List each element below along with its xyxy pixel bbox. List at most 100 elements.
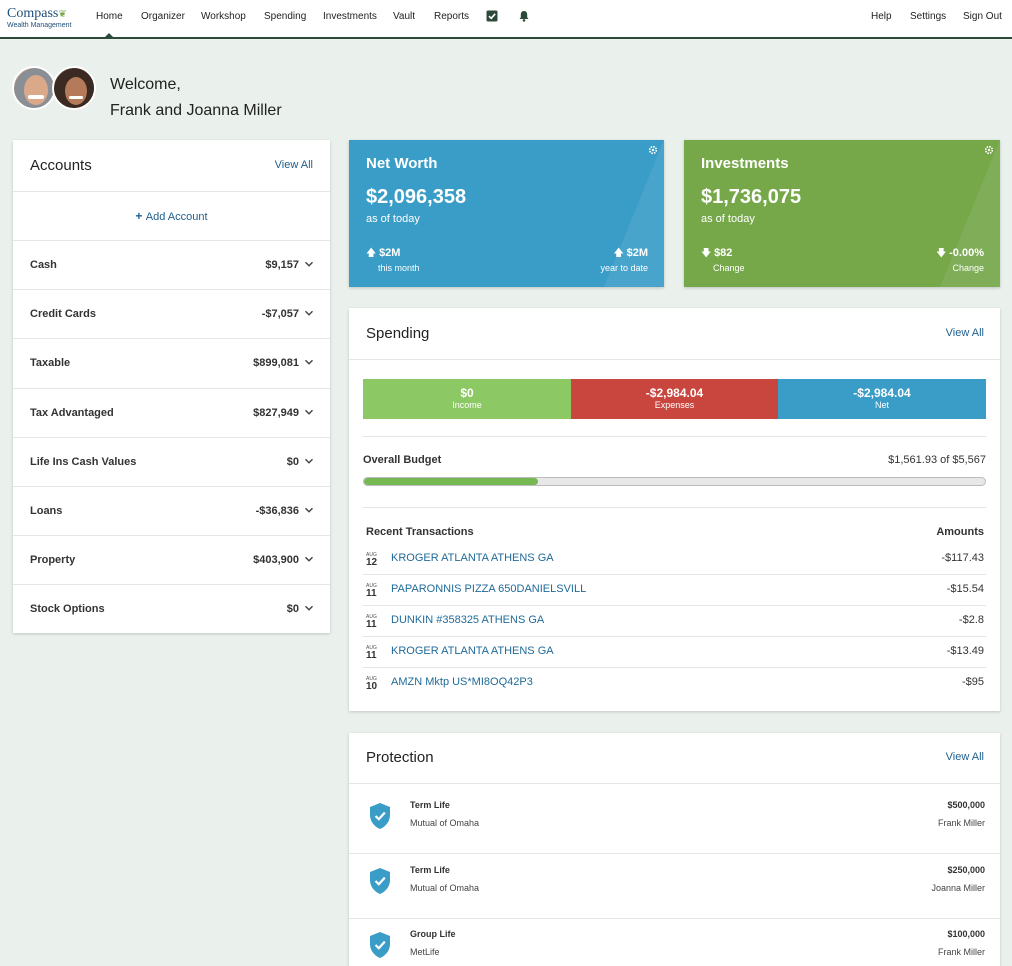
add-account-button[interactable]: + Add Account	[13, 191, 330, 240]
divider	[349, 783, 1000, 784]
chevron-down-icon[interactable]	[304, 308, 314, 318]
chevron-down-icon[interactable]	[304, 259, 314, 269]
account-label: Credit Cards	[30, 308, 97, 321]
amounts-header: Amounts	[936, 526, 984, 538]
account-value: -$7,057	[261, 308, 299, 321]
checkbox-icon[interactable]	[486, 10, 498, 22]
nav-spending[interactable]: Spending	[264, 11, 307, 22]
account-row[interactable]: Life Ins Cash Values $0	[13, 436, 330, 486]
account-row[interactable]: Cash $9,157	[13, 240, 330, 289]
nav-investments[interactable]: Investments	[323, 11, 377, 22]
policy-row[interactable]: Term Life Mutual of Omaha $500,000 Frank Mi…	[349, 790, 1000, 854]
brand-tagline: Wealth Management	[7, 22, 72, 29]
brand-name: Compass	[7, 6, 59, 21]
transaction-month: AUG	[366, 552, 377, 558]
policy-amount: $250,000	[947, 864, 985, 875]
nav-workshop[interactable]: Workshop	[201, 11, 246, 22]
chevron-down-icon[interactable]	[304, 456, 314, 466]
investments-pct-label: Change	[952, 263, 984, 273]
chevron-down-icon[interactable]	[304, 357, 314, 367]
account-row[interactable]: Tax Advantaged $827,949	[13, 387, 330, 437]
transaction-name-link[interactable]: DUNKIN #358325 ATHENS GA	[391, 614, 545, 626]
brand-logo[interactable]: Compass❦ Wealth Management	[7, 7, 79, 31]
account-value: $0	[286, 603, 299, 616]
account-label: Life Ins Cash Values	[30, 455, 137, 468]
account-row[interactable]: Taxable $899,081	[13, 338, 330, 387]
nav-help[interactable]: Help	[871, 11, 892, 22]
policy-owner: Joanna Miller	[931, 882, 985, 893]
investments-pct-stat: 🡇 -0.00% Change	[936, 246, 984, 273]
tile-shade	[940, 140, 1000, 287]
nav-vault[interactable]: Vault	[393, 11, 416, 22]
account-value: $899,081	[253, 357, 299, 370]
protection-view-all-link[interactable]: View All	[945, 751, 984, 763]
bell-icon[interactable]	[518, 10, 530, 22]
transaction-name-link[interactable]: AMZN Mktp US*MI8OQ42P3	[391, 676, 533, 688]
expenses-value: -$2,984.04	[645, 386, 704, 400]
gear-icon[interactable]	[984, 145, 994, 155]
account-row[interactable]: Loans -$36,836	[13, 486, 330, 535]
nav-sign-out[interactable]: Sign Out	[963, 11, 1002, 22]
net-value: -$2,984.04	[853, 386, 911, 400]
investments-change-value: $82	[714, 247, 733, 259]
nav-settings[interactable]: Settings	[910, 11, 947, 22]
account-row[interactable]: Stock Options $0	[13, 584, 330, 633]
policy-row[interactable]: Term Life Mutual of Omaha $250,000 Joanna M…	[349, 855, 1000, 919]
policy-carrier: MetLife	[410, 947, 440, 957]
transaction-row[interactable]: AUG 11 PAPARONNIS PIZZA 650DANIELSVILL -$15…	[363, 575, 986, 606]
shield-check-icon	[370, 803, 390, 829]
transaction-amount: -$2.8	[958, 614, 984, 626]
policy-row[interactable]: Group Life MetLife $100,000 Frank Miller	[349, 919, 1000, 966]
up-arrow-icon: 🡅	[366, 248, 377, 259]
spending-view-all-link[interactable]: View All	[945, 327, 984, 339]
transaction-name-link[interactable]: KROGER ATLANTA ATHENS GA	[391, 552, 554, 564]
down-arrow-icon: 🡇	[936, 248, 947, 259]
transaction-row[interactable]: AUG 12 KROGER ATLANTA ATHENS GA -$117.43	[363, 544, 986, 575]
account-label: Cash	[30, 259, 57, 271]
nav-home[interactable]: Home	[96, 11, 123, 38]
accounts-view-all-link[interactable]: View All	[274, 159, 313, 171]
add-account-label: Add Account	[145, 211, 208, 223]
transaction-day: 10	[366, 681, 378, 692]
policy-type: Term Life	[410, 800, 450, 810]
investments-tile[interactable]: Investments $1,736,075 as of today 🡇 $82…	[684, 140, 1000, 287]
transaction-row[interactable]: AUG 10 AMZN Mktp US*MI8OQ42P3 -$95	[363, 668, 986, 699]
transaction-amount: -$95	[961, 676, 984, 688]
investments-subtitle: as of today	[701, 213, 755, 225]
transaction-month: AUG	[366, 645, 377, 651]
transaction-day: 12	[366, 557, 378, 568]
chevron-down-icon[interactable]	[304, 603, 314, 613]
overall-budget-value: $1,561.93 of $5,567	[888, 454, 986, 466]
shield-check-icon	[370, 932, 390, 958]
overall-budget-label: Overall Budget	[363, 454, 442, 466]
net-worth-month-stat: 🡅 $2M this month	[366, 246, 420, 273]
policy-amount: $500,000	[947, 800, 985, 810]
chevron-down-icon[interactable]	[304, 554, 314, 564]
account-value: $0	[286, 455, 299, 468]
net-segment[interactable]: -$2,984.04 Net	[778, 379, 986, 419]
protection-card: Protection View All	[349, 733, 1000, 966]
transaction-row[interactable]: AUG 11 DUNKIN #358325 ATHENS GA -$2.8	[363, 606, 986, 637]
transaction-row[interactable]: AUG 11 KROGER ATLANTA ATHENS GA -$13.49	[363, 637, 986, 668]
budget-progress-bar	[363, 477, 986, 486]
nav-organizer[interactable]: Organizer	[141, 11, 185, 22]
transaction-name-link[interactable]: KROGER ATLANTA ATHENS GA	[391, 645, 554, 657]
gear-icon[interactable]	[648, 145, 658, 155]
account-row[interactable]: Credit Cards -$7,057	[13, 289, 330, 338]
recent-transactions-header: Recent Transactions	[366, 526, 474, 538]
income-segment[interactable]: $0 Income	[363, 379, 571, 419]
transaction-month: AUG	[366, 583, 377, 589]
welcome-names: Frank and Joanna Miller	[110, 102, 282, 119]
spending-card: Spending View All Overall Budget $1,561.…	[349, 308, 1000, 711]
chevron-down-icon[interactable]	[304, 505, 314, 515]
account-row[interactable]: Property $403,900	[13, 535, 330, 584]
net-worth-ytd-value: $2M	[626, 247, 648, 259]
expenses-segment[interactable]: -$2,984.04 Expenses	[571, 379, 778, 419]
nav-reports[interactable]: Reports	[434, 11, 470, 22]
transaction-name-link[interactable]: PAPARONNIS PIZZA 650DANIELSVILL	[391, 583, 587, 595]
chevron-down-icon[interactable]	[304, 407, 314, 417]
tile-shade	[604, 140, 664, 287]
net-worth-tile[interactable]: Net Worth $2,096,358 as of today 🡅 $2M t…	[349, 140, 664, 287]
account-label: Loans	[30, 505, 63, 517]
investments-title: Investments	[701, 155, 789, 172]
